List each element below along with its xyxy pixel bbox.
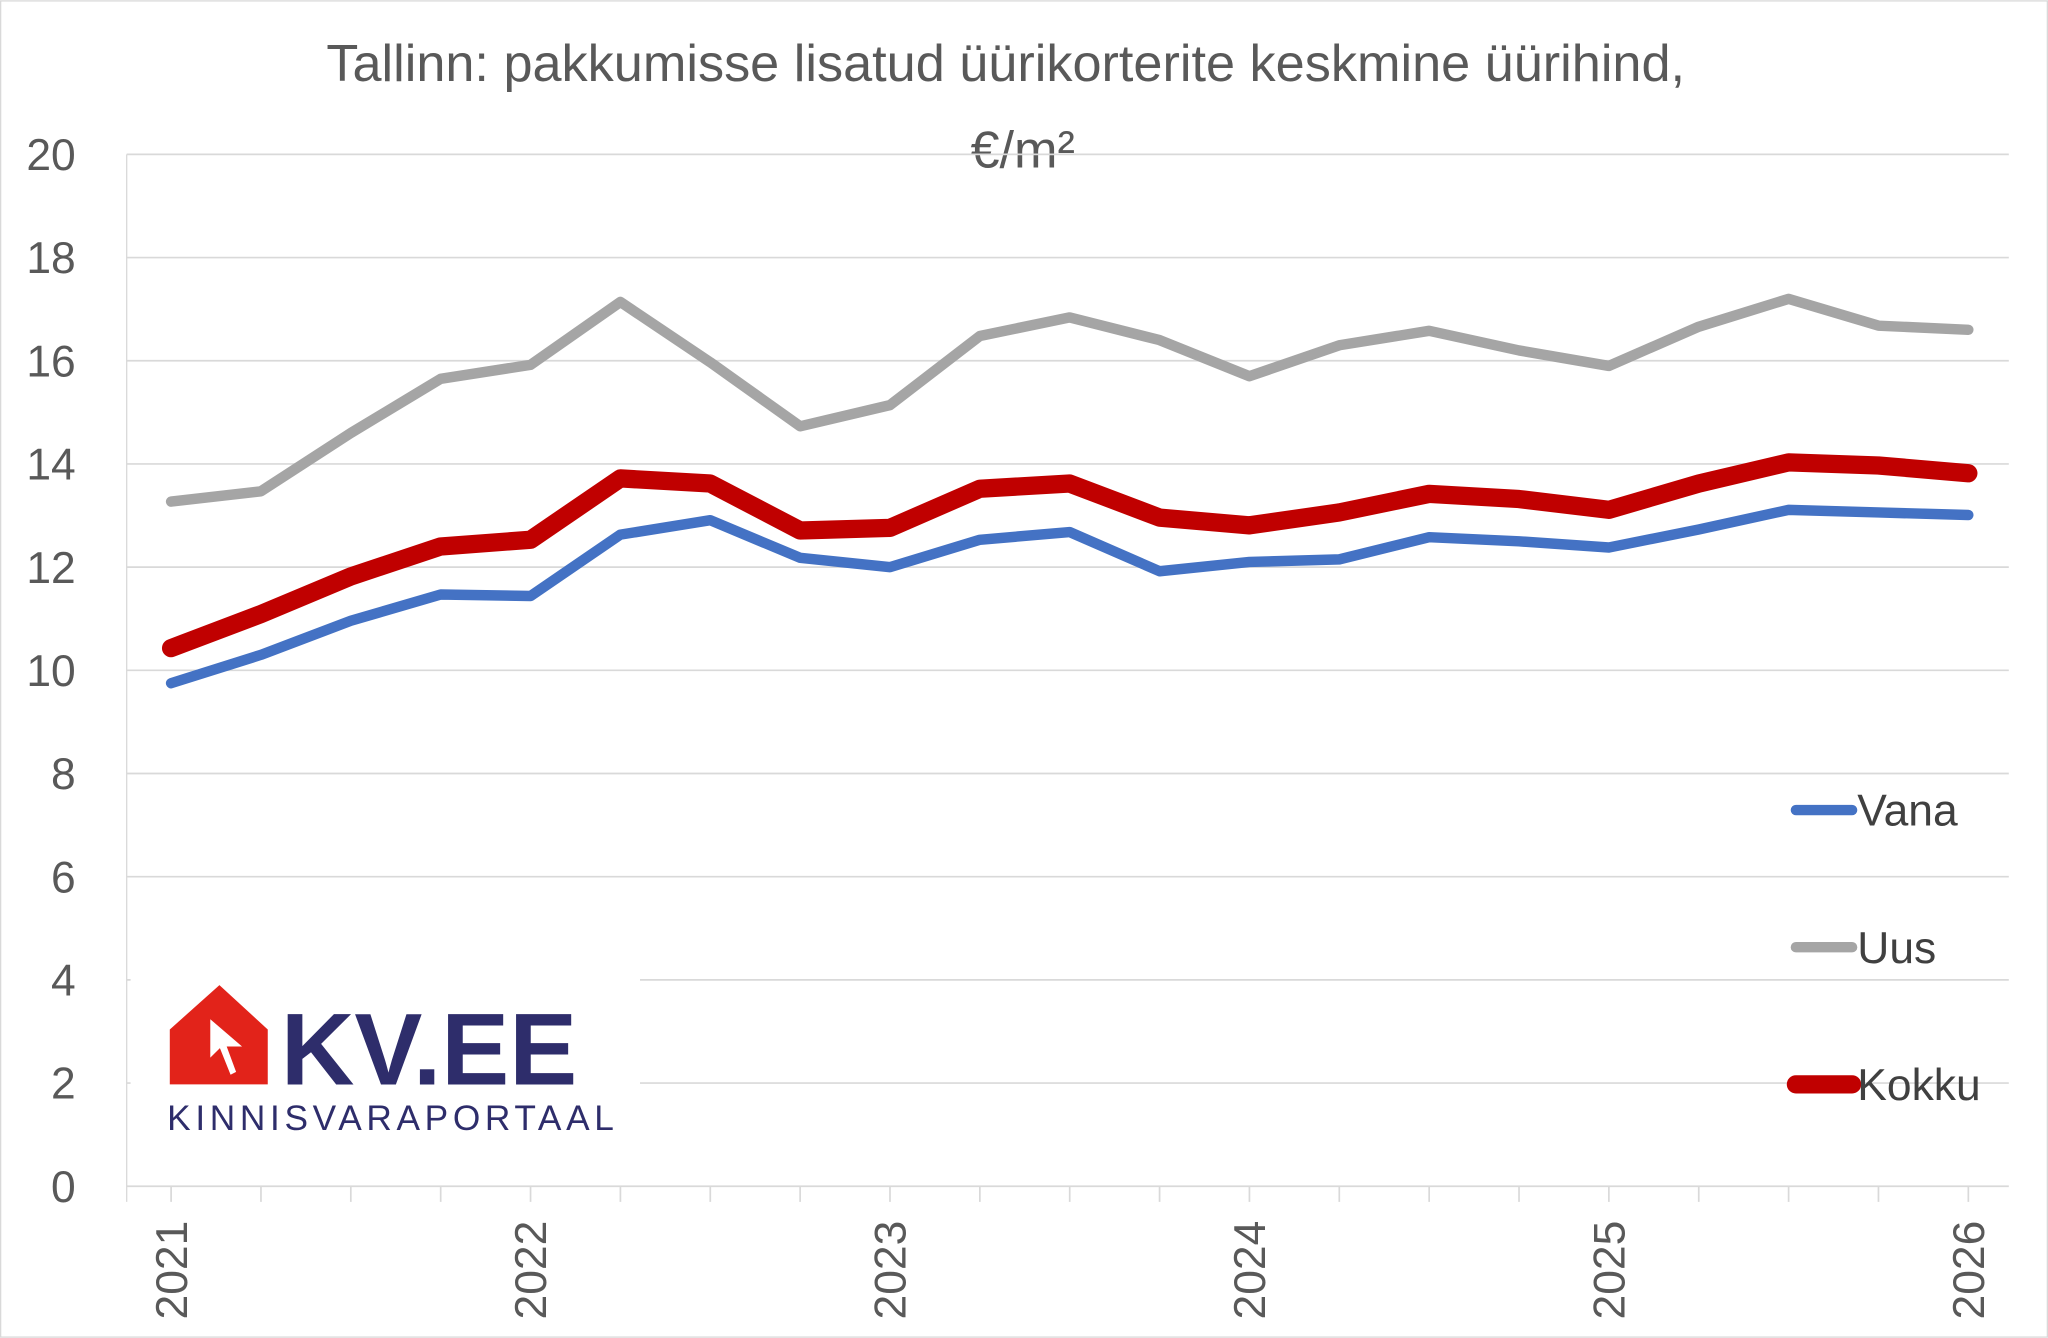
y-tick-label: 20 [26,131,75,180]
y-tick-label: 12 [26,544,75,593]
x-tick-label: 2022 [507,1221,556,1320]
legend-label-uus: Uus [1857,924,1936,973]
y-tick-label: 14 [26,441,75,490]
chart-title-line2: €/m² [970,121,1074,179]
y-tick-label: 4 [51,957,76,1006]
logo-tagline: KINNISVARAPORTAAL [167,1099,614,1138]
series-line-vana [165,504,1974,689]
x-tick-label: 2026 [1945,1221,1994,1320]
y-tick-label: 0 [51,1163,76,1212]
y-tick-label: 16 [26,337,75,386]
x-tick-label: 2025 [1586,1221,1635,1320]
y-tick-label: 8 [51,750,76,799]
chart-title-line1: Tallinn: pakkumisse lisatud üürikorterit… [326,35,1685,93]
kv-ee-logo: KV.EE KINNISVARAPORTAAL [130,973,640,1144]
y-tick-label: 18 [26,234,75,283]
logo-brand: KV.EE [281,992,577,1106]
y-tick-label: 6 [51,853,76,902]
legend-label-vana: Vana [1857,787,1958,836]
series-line-uus [165,293,1974,507]
y-tick-label: 2 [51,1060,76,1109]
cursor-icon [207,1013,250,1079]
legend-label-kokku: Kokku [1857,1061,1980,1110]
x-tick-label: 2023 [867,1221,916,1320]
series-line-kokku [161,453,1978,658]
y-tick-label: 10 [26,647,75,696]
x-tick-label: 2024 [1226,1221,1275,1320]
x-tick-label: 2021 [148,1221,197,1320]
